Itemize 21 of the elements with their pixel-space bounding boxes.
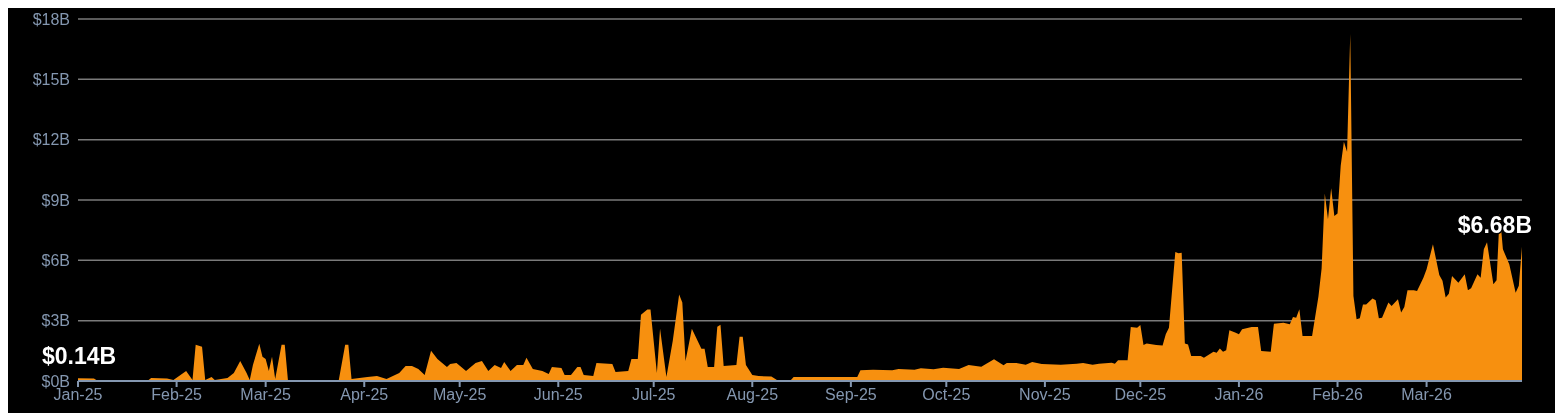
x-tick-label: Aug-25 xyxy=(726,386,779,404)
x-tick-label: Oct-25 xyxy=(922,386,971,404)
y-tick-label: $18B xyxy=(32,10,70,28)
y-tick-label: $9B xyxy=(41,191,70,209)
x-tick-label: Nov-25 xyxy=(1019,386,1071,404)
x-tick-label: Dec-25 xyxy=(1114,386,1167,404)
x-tick-label: Sep-25 xyxy=(825,386,877,404)
x-tick-label: Feb-25 xyxy=(151,386,203,404)
y-tick-label: $15B xyxy=(32,71,70,89)
x-tick-label: Apr-25 xyxy=(340,386,389,404)
x-tick-label: Jan-26 xyxy=(1214,386,1264,404)
x-tick-label: Mar-26 xyxy=(1401,386,1453,404)
x-tick-label: Jul-25 xyxy=(631,386,676,404)
x-tick-label: Mar-25 xyxy=(240,386,292,404)
y-tick-label: $12B xyxy=(32,131,70,149)
x-tick-label: Jun-25 xyxy=(533,386,583,404)
annotation: $0.14B xyxy=(42,343,117,370)
y-tick-label: $6B xyxy=(41,252,70,270)
x-tick-label: Feb-26 xyxy=(1312,386,1363,404)
x-tick-label: May-25 xyxy=(432,386,487,404)
y-tick-label: $3B xyxy=(41,312,70,330)
